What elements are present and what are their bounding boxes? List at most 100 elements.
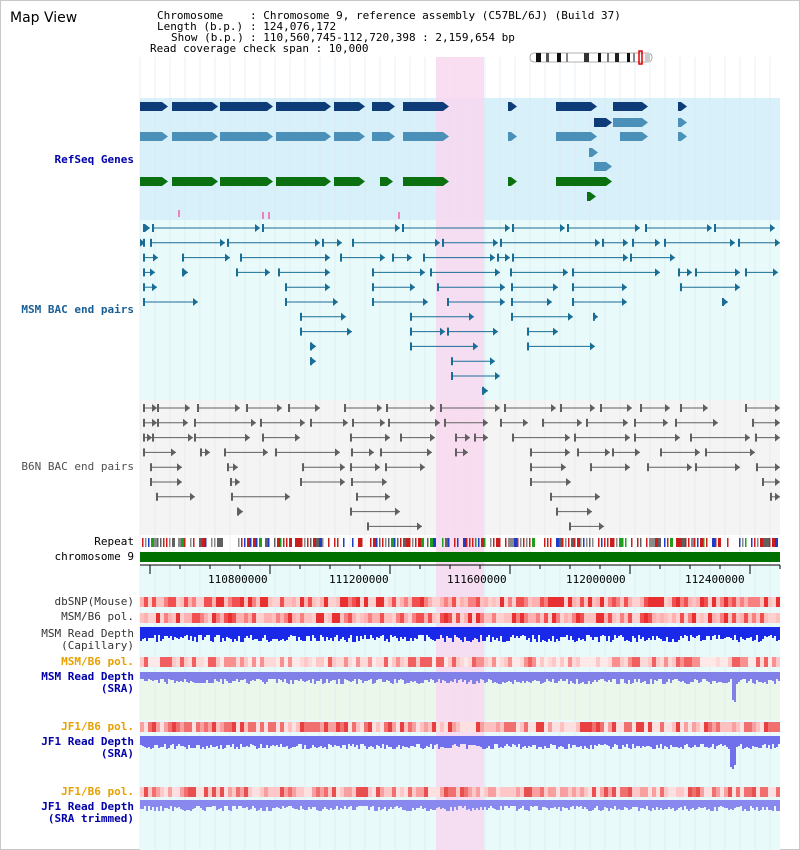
depth-bar: [608, 672, 610, 680]
undefined-pair-arrow: [560, 224, 565, 232]
depth-bar: [334, 627, 336, 637]
track-label-msm-depth-capillary-2[interactable]: (Capillary): [61, 639, 134, 652]
depth-bar: [608, 627, 610, 636]
depth-bar: [354, 736, 356, 747]
track-label-msm-bac[interactable]: MSM BAC end pairs: [21, 303, 134, 316]
depth-bar: [188, 800, 190, 810]
msm-b6-pol-2-heat-track[interactable]: [140, 657, 780, 667]
depth-bar: [470, 627, 472, 642]
track-label-msm-depth-sra-2[interactable]: (SRA): [100, 682, 134, 695]
jf1-depth-trim-track[interactable]: [140, 800, 780, 811]
msm-bac-end-pairs-track[interactable]: [140, 224, 780, 395]
depth-bar: [752, 736, 754, 746]
heat-cell: [768, 657, 772, 667]
msm-b6-pol-heat-track[interactable]: [140, 613, 780, 623]
heat-cell: [232, 787, 236, 797]
undefined-pair-arrow: [622, 298, 627, 306]
heat-cell: [468, 597, 472, 607]
depth-bar: [402, 672, 404, 680]
track-label-msm-b6-pol[interactable]: MSM/B6 pol.: [61, 610, 134, 623]
heat-cell: [252, 657, 256, 667]
track-label-jf1-depth-sra-2[interactable]: (SRA): [100, 747, 134, 760]
track-label-dbsnp[interactable]: dbSNP(Mouse): [54, 595, 134, 608]
depth-bar: [744, 800, 746, 809]
depth-bar: [392, 800, 394, 809]
msm-depth-capillary-track[interactable]: [140, 627, 780, 642]
heat-cell: [388, 787, 392, 797]
heat-cell: [756, 597, 760, 607]
repeat-element: [691, 538, 694, 547]
depth-bar: [494, 800, 496, 809]
undefined-pair-arrow: [435, 418, 440, 427]
track-label-jf1-depth-trim-2[interactable]: (SRA trimmed): [47, 812, 134, 825]
track-label-msm-depth-sra-1[interactable]: MSM Read Depth: [41, 670, 134, 683]
track-label-b6n-bac[interactable]: B6N BAC end pairs: [21, 460, 134, 473]
track-label-jf1-b6-pol[interactable]: JF1/B6 pol.: [61, 720, 134, 733]
heat-cell: [260, 597, 264, 607]
heat-cell: [740, 613, 744, 623]
heat-cell: [540, 657, 544, 667]
depth-bar: [616, 736, 618, 745]
undefined-pair-end: [143, 404, 145, 412]
gene-strand-arrow: [681, 118, 687, 127]
heat-cell: [296, 722, 300, 732]
depth-bar: [584, 627, 586, 641]
undefined-pair-arrow: [140, 238, 145, 247]
depth-bar: [498, 627, 500, 641]
heat-cell: [452, 657, 456, 667]
depth-bar: [142, 672, 144, 679]
depth-bar: [390, 800, 392, 807]
gene-strand-arrow: [325, 102, 331, 111]
repeat-element: [265, 538, 268, 547]
undefined-pair-arrow: [625, 433, 630, 442]
depth-bar: [436, 800, 438, 808]
heat-cell: [704, 613, 708, 623]
b6n-bac-end-pairs-track[interactable]: [143, 404, 780, 531]
track-label-jf1-depth-trim-1[interactable]: JF1 Read Depth: [41, 800, 134, 813]
heat-cell: [388, 722, 392, 732]
repeat-element: [694, 538, 696, 547]
heat-cell: [172, 722, 176, 732]
heat-cell: [680, 657, 684, 667]
track-label-msm-depth-capillary-1[interactable]: MSM Read Depth: [41, 627, 134, 640]
track-label-refseq[interactable]: RefSeq Genes: [54, 153, 134, 166]
heat-cell: [488, 597, 492, 607]
msm-depth-sra-track[interactable]: [140, 672, 780, 702]
repeat-track[interactable]: [142, 538, 778, 547]
depth-bar: [158, 672, 160, 683]
track-label-jf1-depth-sra-1[interactable]: JF1 Read Depth: [41, 735, 134, 748]
jf1-b6-pol-heat-track[interactable]: [140, 722, 780, 732]
depth-bar: [420, 800, 422, 806]
heat-cell: [304, 657, 308, 667]
depth-bar: [180, 800, 182, 809]
track-label-msm-b6-pol-2[interactable]: MSM/B6 pol.: [61, 655, 134, 668]
heat-cell: [476, 722, 480, 732]
heat-cell: [276, 613, 280, 623]
depth-bar: [204, 627, 206, 637]
heat-cell: [360, 597, 364, 607]
depth-bar: [390, 736, 392, 747]
depth-bar: [368, 736, 370, 747]
depth-bar: [234, 672, 236, 681]
depth-bar: [406, 627, 408, 641]
depth-bar: [176, 736, 178, 746]
gene-exon-block: [556, 132, 591, 141]
jf1-depth-sra-track[interactable]: [140, 736, 780, 769]
dbsnp-heat-track[interactable]: [140, 597, 780, 607]
depth-bar: [244, 800, 246, 808]
refseq-genes-track[interactable]: [140, 102, 687, 219]
heat-cell: [168, 657, 172, 667]
depth-bar: [184, 672, 186, 679]
jf1-b6-pol-2-heat-track[interactable]: [140, 787, 780, 797]
undefined-pair-arrow: [775, 433, 780, 442]
chromosome-ideogram[interactable]: [529, 50, 653, 65]
heat-cell: [520, 787, 524, 797]
heat-cell: [544, 787, 548, 797]
undefined-pair-arrow: [565, 433, 570, 442]
depth-bar: [368, 800, 370, 810]
depth-bar: [372, 800, 374, 806]
track-label-jf1-b6-pol-2[interactable]: JF1/B6 pol.: [61, 785, 134, 798]
gene-exon-block: [613, 118, 642, 127]
depth-bar: [468, 672, 470, 682]
